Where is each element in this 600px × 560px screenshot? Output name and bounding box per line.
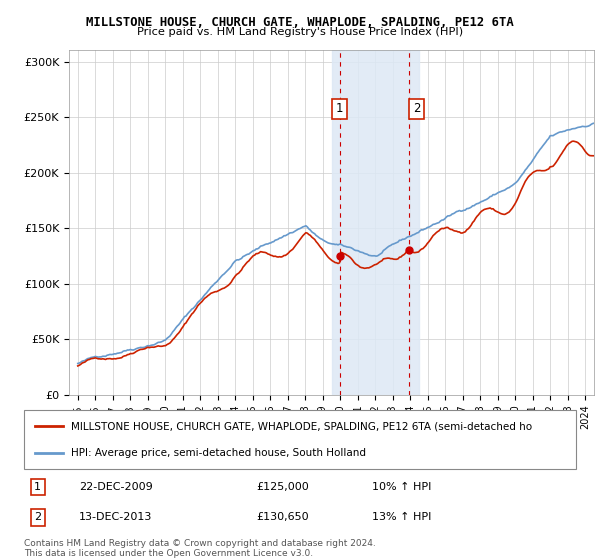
Text: 1: 1 [336,102,343,115]
Text: 22-DEC-2009: 22-DEC-2009 [79,482,153,492]
Text: 13-DEC-2013: 13-DEC-2013 [79,512,152,522]
Text: Price paid vs. HM Land Registry's House Price Index (HPI): Price paid vs. HM Land Registry's House … [137,27,463,37]
Text: 10% ↑ HPI: 10% ↑ HPI [372,482,431,492]
FancyBboxPatch shape [24,410,576,469]
Text: 2: 2 [34,512,41,522]
Text: £130,650: £130,650 [256,512,308,522]
Text: £125,000: £125,000 [256,482,308,492]
Text: 2: 2 [413,102,420,115]
Text: 1: 1 [34,482,41,492]
Text: HPI: Average price, semi-detached house, South Holland: HPI: Average price, semi-detached house,… [71,449,366,459]
Text: 13% ↑ HPI: 13% ↑ HPI [372,512,431,522]
Text: MILLSTONE HOUSE, CHURCH GATE, WHAPLODE, SPALDING, PE12 6TA (semi-detached ho: MILLSTONE HOUSE, CHURCH GATE, WHAPLODE, … [71,421,532,431]
Text: MILLSTONE HOUSE, CHURCH GATE, WHAPLODE, SPALDING, PE12 6TA: MILLSTONE HOUSE, CHURCH GATE, WHAPLODE, … [86,16,514,29]
Bar [331,50,419,395]
Text: Contains HM Land Registry data © Crown copyright and database right 2024.
This d: Contains HM Land Registry data © Crown c… [24,539,376,558]
